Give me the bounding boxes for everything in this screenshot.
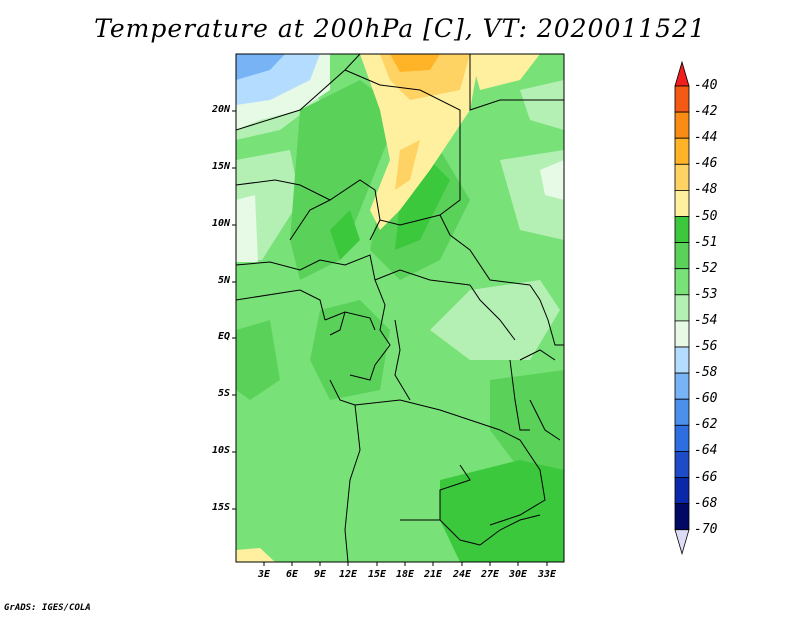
colorbar-swatch <box>674 85 690 113</box>
lat-label: 5S <box>217 388 230 399</box>
warm-region <box>236 548 275 562</box>
map-frame <box>235 53 565 563</box>
colorbar-label: -64 <box>694 443 718 459</box>
warm-region <box>470 54 540 90</box>
dark-green-region <box>330 210 360 260</box>
light-green-region <box>430 280 560 360</box>
colorbar-label: -68 <box>694 495 718 511</box>
lat-label: 15N <box>211 161 230 172</box>
warm-plume <box>390 54 440 72</box>
lat-label: 15S <box>211 502 230 513</box>
temperature-field <box>236 54 564 562</box>
colorbar-label: -52 <box>694 260 718 276</box>
light-green-region <box>520 80 564 130</box>
lon-label: 33E <box>537 569 557 580</box>
cold-region <box>236 195 258 262</box>
lon-label: 18E <box>395 569 415 580</box>
lon-ticks <box>263 562 548 566</box>
lat-label: 10S <box>211 445 230 456</box>
colorbar-label: -58 <box>694 365 718 381</box>
cold-region <box>236 54 285 80</box>
lon-label: 3E <box>257 569 271 580</box>
lon-label: 30E <box>508 569 528 580</box>
warm-plume <box>395 140 420 190</box>
colorbar-swatch <box>674 189 690 217</box>
dark-green-region <box>395 160 450 250</box>
colorbar-label: -54 <box>694 312 718 328</box>
dark-green-region <box>490 370 564 480</box>
colorbar-label: -51 <box>694 234 718 250</box>
colorbar-label: -66 <box>694 469 718 485</box>
lon-label: 24E <box>452 569 472 580</box>
lat-label: 5N <box>217 275 230 286</box>
colorbar-swatch <box>674 503 690 531</box>
colorbar-label: -44 <box>694 130 718 146</box>
colorbar-label: -53 <box>694 286 718 302</box>
colorbar-swatch <box>674 424 690 452</box>
colorbar-label: -40 <box>694 78 718 93</box>
lat-ticks <box>232 110 236 510</box>
colorbar-swatch <box>674 477 690 505</box>
credit-text: GrADS: IGES/COLA <box>4 603 91 613</box>
colorbar-swatch <box>674 216 690 244</box>
map-title: Temperature at 200hPa [C], VT: 202001152… <box>94 14 706 43</box>
colorbar-swatch <box>674 372 690 400</box>
lon-label: 15E <box>367 569 387 580</box>
colorbar-swatch <box>674 450 690 478</box>
colorbar-swatch <box>674 346 690 374</box>
colorbar-swatch <box>674 294 690 322</box>
colorbar-swatch <box>674 320 690 348</box>
lon-label: 21E <box>423 569 443 580</box>
colorbar-label: -48 <box>694 182 718 198</box>
colorbar-swatch <box>674 111 690 139</box>
colorbar-label: -50 <box>694 208 718 224</box>
colorbar-swatch <box>674 163 690 191</box>
colorbar-bottom-triangle <box>674 529 690 556</box>
colorbar-label: -70 <box>694 521 718 537</box>
colorbar-swatch <box>674 137 690 165</box>
lat-label: EQ <box>217 331 230 342</box>
country-borders <box>236 54 564 562</box>
lon-label: 6E <box>285 569 299 580</box>
colorbar-label: -46 <box>694 156 718 172</box>
dark-green-region <box>440 460 564 562</box>
colorbar-label: -62 <box>694 417 718 433</box>
colorbar-label: -56 <box>694 339 718 354</box>
colorbar-swatch <box>674 398 690 426</box>
dark-green-region <box>236 320 280 400</box>
colorbar-swatch <box>674 242 690 270</box>
colorbar-label: -42 <box>694 104 718 120</box>
dark-green-region <box>290 80 400 280</box>
lat-label: 20N <box>211 104 230 115</box>
colorbar-label: -60 <box>694 391 718 407</box>
warm-plume <box>360 54 480 230</box>
colorbar-swatch <box>674 268 690 296</box>
lon-label: 27E <box>480 569 500 580</box>
cold-region <box>540 160 564 200</box>
lon-label: 9E <box>313 569 327 580</box>
colorbar <box>674 60 690 556</box>
dark-green-region <box>310 300 390 400</box>
colorbar-top-triangle <box>674 60 690 87</box>
lat-label: 10N <box>211 218 230 229</box>
lon-label: 12E <box>338 569 358 580</box>
